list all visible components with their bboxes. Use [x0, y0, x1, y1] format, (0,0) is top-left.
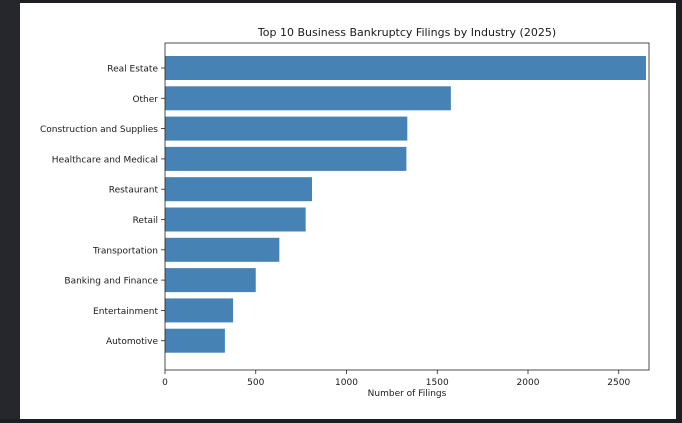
plot-frame: [164, 42, 650, 371]
bars-group: [165, 56, 646, 353]
chart-title: Top 10 Business Bankruptcy Filings by In…: [257, 26, 556, 39]
bar-banking-and-finance: [165, 268, 256, 293]
y-tick-label: Construction and Supplies: [40, 125, 158, 135]
x-tick-label: 1000: [335, 378, 358, 388]
chart-figure: Top 10 Business Bankruptcy Filings by In…: [20, 3, 676, 419]
bar-chart: Top 10 Business Bankruptcy Filings by In…: [40, 26, 650, 399]
y-tick-label: Entertainment: [93, 307, 158, 317]
x-tick-label: 500: [247, 378, 264, 388]
y-tick-label: Healthcare and Medical: [52, 155, 158, 165]
x-ticks-group: 0 500 1000 1500 2000 2500: [162, 370, 630, 388]
y-tick-label: Banking and Finance: [64, 277, 158, 287]
bar-entertainment: [165, 298, 234, 323]
bar-retail: [165, 207, 306, 232]
bar-real-estate: [165, 56, 646, 80]
y-ticks-group: Real Estate Other Construction and Supplie…: [40, 65, 165, 347]
bar-healthcare-and-medical: [165, 146, 407, 171]
x-tick-label: 1500: [426, 378, 449, 388]
bar-restaurant: [165, 177, 313, 202]
bar-transportation: [165, 237, 280, 262]
x-tick-label: 2000: [517, 378, 540, 388]
left-window-strip: [0, 0, 20, 419]
y-tick-label: Restaurant: [109, 186, 159, 196]
bar-automotive: [165, 328, 225, 353]
x-tick-label: 0: [162, 378, 168, 388]
y-tick-label: Other: [132, 95, 158, 105]
y-tick-label: Real Estate: [107, 65, 158, 75]
y-tick-label: Retail: [133, 216, 158, 226]
x-axis-label: Number of Filings: [368, 389, 447, 399]
x-tick-label: 2500: [607, 378, 630, 388]
y-tick-label: Automotive: [106, 337, 159, 347]
right-window-strip: [676, 0, 682, 419]
y-tick-label: Transportation: [92, 246, 158, 256]
bar-construction-and-supplies: [165, 116, 408, 141]
bar-other: [165, 86, 451, 111]
